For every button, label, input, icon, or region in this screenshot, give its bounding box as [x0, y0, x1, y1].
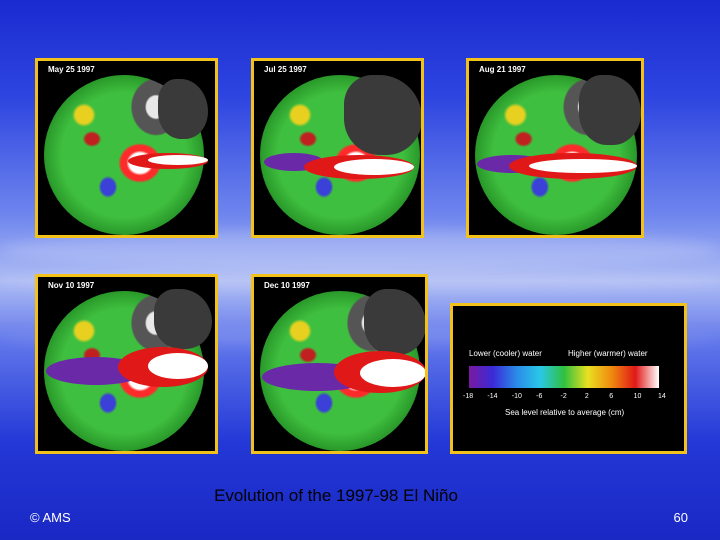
panel-date-label: Dec 10 1997: [264, 281, 310, 290]
globe-panel-dec-1997: Dec 10 1997: [251, 274, 428, 454]
globe-panel-may-1997: May 25 1997: [35, 58, 218, 238]
scale-tick-label: -10: [511, 393, 522, 400]
scale-tick-label: -18: [463, 393, 474, 400]
panel-date-label: Jul 25 1997: [264, 65, 307, 74]
scale-tick-label: -6: [536, 393, 543, 400]
slide-caption: Evolution of the 1997-98 El Niño: [214, 486, 458, 505]
globe-panel-nov-1997: Nov 10 1997: [35, 274, 218, 454]
legend-panel: Lower (cooler) water Higher (warmer) wat…: [450, 303, 687, 454]
scale-tick-label: -14: [487, 393, 498, 400]
legend-axis-label: Sea level relative to average (cm): [505, 408, 625, 417]
panel-date-label: May 25 1997: [48, 65, 95, 74]
scale-tick-label: 14: [658, 393, 666, 400]
scale-tick-label: 2: [584, 393, 589, 400]
legend-lower-label: Lower (cooler) water: [469, 349, 542, 358]
color-scale-bar: [469, 366, 659, 388]
scale-tick-label: -2: [560, 393, 567, 400]
panel-date-label: Aug 21 1997: [479, 65, 526, 74]
globe-panel-aug-1997: Aug 21 1997: [466, 58, 644, 238]
page-number: 60: [673, 510, 688, 525]
scale-tick-label: 10: [633, 393, 642, 400]
copyright-text: © AMS: [30, 510, 71, 525]
legend-higher-label: Higher (warmer) water: [568, 349, 648, 358]
scale-tick-label: 6: [609, 393, 614, 400]
panel-date-label: Nov 10 1997: [48, 281, 95, 290]
globe-panel-jul-1997: Jul 25 1997: [251, 58, 424, 238]
color-scale-ticks: -18 -14 -10 -6 -2 2 6 10 14: [463, 393, 668, 403]
